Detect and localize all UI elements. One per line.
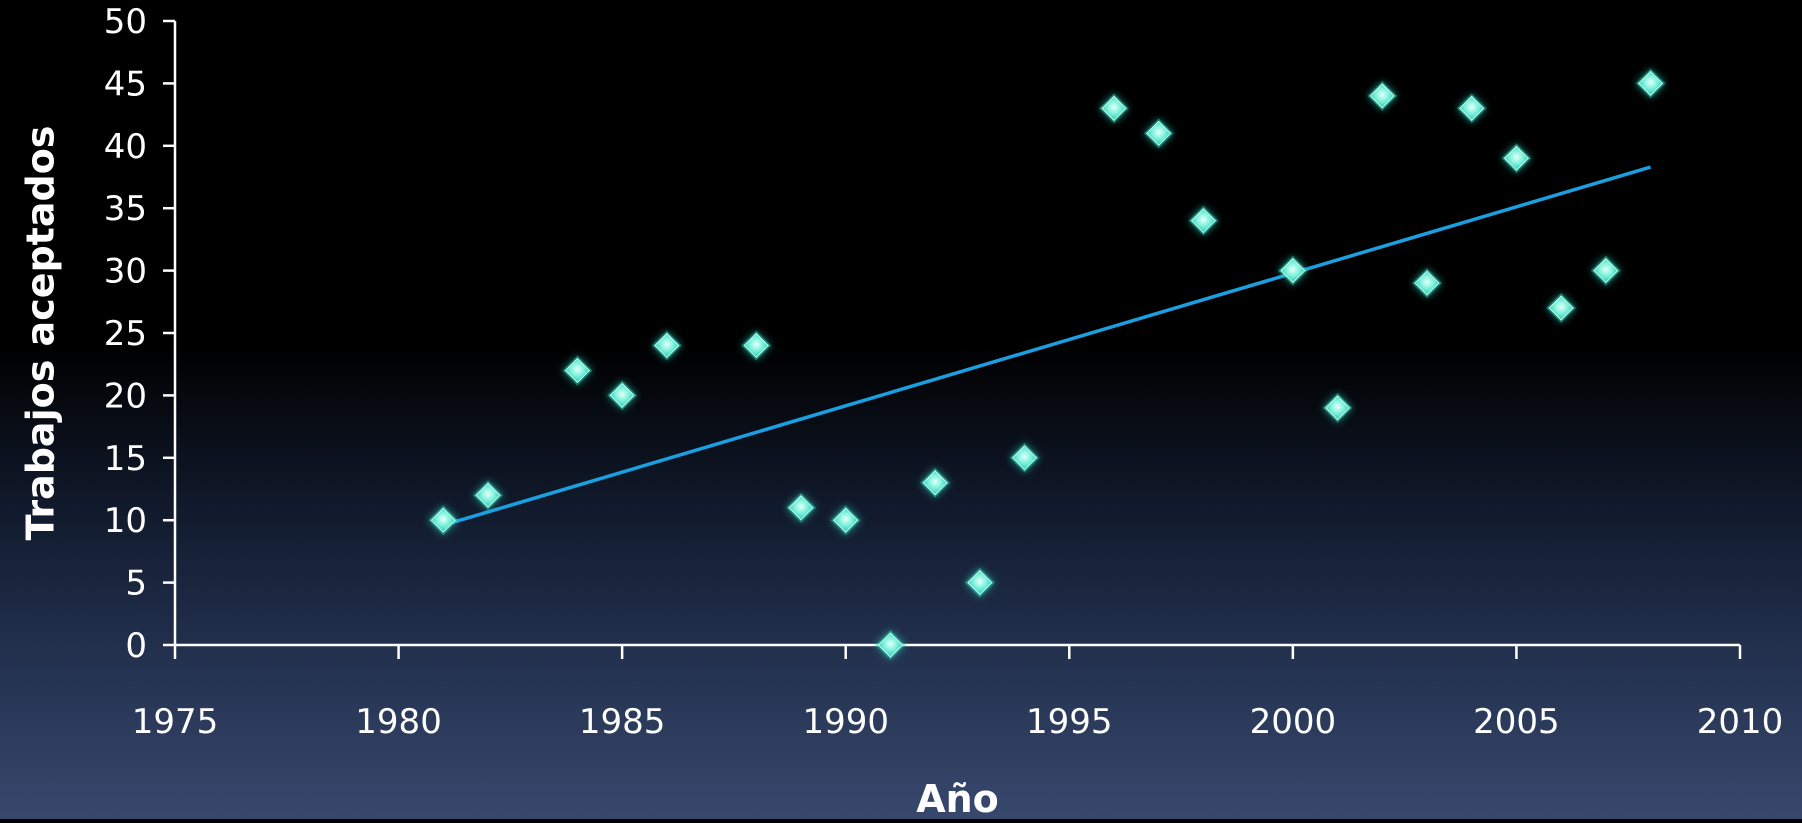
y-tick-label: 15 <box>104 439 147 479</box>
data-point-marker <box>654 332 680 359</box>
y-tick-label: 25 <box>104 314 147 354</box>
x-tick-label: 1995 <box>1026 702 1113 742</box>
data-point-marker <box>609 382 635 409</box>
data-point-marker <box>877 632 904 658</box>
data-point-marker <box>1637 70 1664 97</box>
axis-labels-layer: Año Trabajos aceptados <box>18 126 999 821</box>
data-point <box>1635 68 1666 99</box>
data-point-marker <box>1190 207 1217 234</box>
data-point <box>1367 80 1398 111</box>
x-tick-label: 1980 <box>355 702 442 742</box>
x-tick-label: 2000 <box>1250 702 1337 742</box>
y-tick-label: 10 <box>104 501 147 541</box>
data-point <box>1322 392 1353 423</box>
data-point <box>741 330 772 361</box>
data-point-marker <box>1593 257 1619 284</box>
x-tick-label: 1975 <box>132 702 219 742</box>
trendline <box>442 165 1652 527</box>
y-tick-label: 40 <box>104 127 147 167</box>
x-tick-label: 1985 <box>579 702 666 742</box>
points-layer <box>428 68 1666 660</box>
x-tick-label: 1990 <box>802 702 889 742</box>
data-point-marker <box>833 507 859 533</box>
data-point-marker <box>564 357 591 384</box>
data-point <box>1456 93 1487 124</box>
data-point <box>1590 255 1621 286</box>
y-tick-label: 5 <box>125 564 147 604</box>
y-tick-label: 50 <box>104 2 147 42</box>
data-point <box>562 355 593 386</box>
data-point-marker <box>475 482 501 508</box>
data-point <box>1188 205 1219 236</box>
data-point-marker <box>430 507 456 533</box>
data-point <box>875 630 906 660</box>
data-point <box>428 505 459 536</box>
data-point-marker <box>1101 95 1127 122</box>
data-point-marker <box>1011 445 1038 471</box>
data-point <box>1546 293 1577 324</box>
y-axis-title: Trabajos aceptados <box>18 126 62 541</box>
trendline-layer <box>442 165 1652 527</box>
axes: 0 5 10 15 20 25 30 35 40 45 50 1975 1980 1985 1990 1995… <box>104 2 1784 742</box>
data-point <box>1277 255 1308 286</box>
x-axis-title: Año <box>916 777 999 819</box>
data-point <box>1009 442 1040 473</box>
y-tick-label: 20 <box>104 376 147 416</box>
y-tick-label: 0 <box>125 626 147 666</box>
data-point-marker <box>922 470 948 496</box>
data-point <box>1412 268 1442 299</box>
y-tick-label: 45 <box>104 64 147 104</box>
x-tick-label: 2010 <box>1697 702 1784 742</box>
data-point <box>607 380 638 411</box>
y-tick-label: 35 <box>104 189 147 229</box>
data-point-marker <box>743 332 769 359</box>
y-tick-label: 30 <box>104 252 147 292</box>
data-point-marker <box>1146 120 1172 147</box>
data-point <box>1143 118 1174 149</box>
data-point-marker <box>1503 145 1530 171</box>
data-point <box>473 480 503 511</box>
data-point-marker <box>1280 257 1306 284</box>
data-point <box>1099 93 1129 124</box>
data-point <box>651 330 682 361</box>
data-point-marker <box>1324 395 1351 421</box>
data-point <box>964 567 995 598</box>
data-point-marker <box>788 495 814 521</box>
data-point <box>830 505 861 536</box>
data-point-marker <box>1459 95 1485 122</box>
data-point-marker <box>1414 270 1440 296</box>
data-point-marker <box>1548 295 1574 321</box>
data-point-marker <box>1369 83 1395 109</box>
data-point <box>920 467 951 498</box>
data-point-marker <box>967 569 993 596</box>
data-point <box>1501 143 1532 174</box>
x-tick-label: 2005 <box>1473 702 1560 742</box>
data-point <box>786 492 816 523</box>
